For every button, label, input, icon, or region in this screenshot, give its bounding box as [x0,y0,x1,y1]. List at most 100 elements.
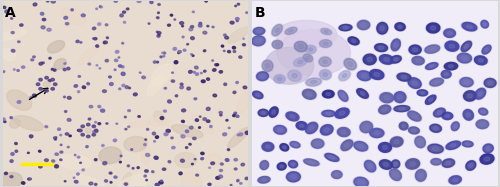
Ellipse shape [54,138,56,140]
Ellipse shape [430,158,442,165]
Ellipse shape [426,23,440,33]
Ellipse shape [220,163,224,165]
Ellipse shape [146,153,150,157]
Ellipse shape [464,80,469,84]
Ellipse shape [86,123,90,126]
Ellipse shape [380,93,394,103]
Ellipse shape [362,74,367,78]
Ellipse shape [11,153,14,155]
Ellipse shape [446,161,451,165]
Ellipse shape [52,160,54,162]
Ellipse shape [32,56,35,58]
Ellipse shape [94,38,97,40]
Ellipse shape [128,110,130,111]
Ellipse shape [145,139,146,140]
Ellipse shape [106,37,108,39]
Ellipse shape [236,82,238,83]
Ellipse shape [319,69,332,80]
Ellipse shape [55,153,58,155]
Ellipse shape [338,91,348,101]
Ellipse shape [188,70,192,73]
Ellipse shape [22,182,25,184]
Ellipse shape [92,125,96,128]
Ellipse shape [15,150,18,152]
Ellipse shape [288,30,294,32]
Ellipse shape [48,41,64,53]
Ellipse shape [110,83,113,85]
Ellipse shape [203,118,206,120]
Ellipse shape [214,64,218,66]
Ellipse shape [486,147,490,150]
Ellipse shape [442,159,454,167]
Ellipse shape [340,111,345,115]
Ellipse shape [102,145,104,147]
Ellipse shape [74,154,76,156]
Ellipse shape [222,45,224,47]
Ellipse shape [51,78,54,81]
Ellipse shape [304,159,319,166]
Ellipse shape [212,26,214,28]
Ellipse shape [87,83,90,85]
Ellipse shape [239,133,243,136]
Ellipse shape [33,3,37,6]
Ellipse shape [364,160,376,172]
Ellipse shape [488,81,492,85]
Ellipse shape [416,59,420,62]
Ellipse shape [64,111,67,112]
Ellipse shape [408,111,421,121]
Ellipse shape [424,44,440,54]
Ellipse shape [192,163,194,165]
Ellipse shape [207,25,209,27]
Ellipse shape [348,37,359,45]
Ellipse shape [272,24,283,37]
Ellipse shape [157,35,160,37]
Ellipse shape [45,76,48,79]
Ellipse shape [28,152,29,154]
Ellipse shape [376,22,388,35]
Ellipse shape [257,176,271,184]
Ellipse shape [482,110,485,113]
Ellipse shape [152,171,154,173]
Ellipse shape [122,42,124,44]
Ellipse shape [458,53,471,63]
Ellipse shape [312,139,324,148]
Ellipse shape [59,154,91,169]
Ellipse shape [245,177,248,180]
Ellipse shape [374,131,380,135]
Ellipse shape [382,108,387,111]
Text: A: A [5,7,15,21]
Ellipse shape [380,26,384,30]
Ellipse shape [152,64,172,85]
Ellipse shape [280,165,283,168]
Ellipse shape [344,59,356,70]
Ellipse shape [80,162,82,163]
Ellipse shape [332,171,342,179]
Ellipse shape [354,177,368,187]
Ellipse shape [30,137,32,138]
Ellipse shape [74,180,78,183]
Ellipse shape [232,46,235,49]
Ellipse shape [484,78,496,88]
Ellipse shape [407,110,422,122]
Ellipse shape [324,30,328,33]
Ellipse shape [478,108,488,115]
Ellipse shape [158,12,160,13]
Ellipse shape [49,57,51,59]
Ellipse shape [302,53,314,62]
Ellipse shape [348,62,352,66]
Ellipse shape [274,125,286,134]
Ellipse shape [232,114,235,117]
Ellipse shape [10,119,20,128]
Ellipse shape [168,100,172,103]
Ellipse shape [2,118,5,120]
Ellipse shape [319,39,332,48]
Ellipse shape [341,140,353,151]
Ellipse shape [305,77,322,87]
Ellipse shape [323,42,328,45]
Ellipse shape [71,9,74,11]
Ellipse shape [154,111,164,123]
Ellipse shape [104,42,105,44]
Ellipse shape [363,54,376,65]
Ellipse shape [120,14,124,17]
Ellipse shape [51,88,54,90]
